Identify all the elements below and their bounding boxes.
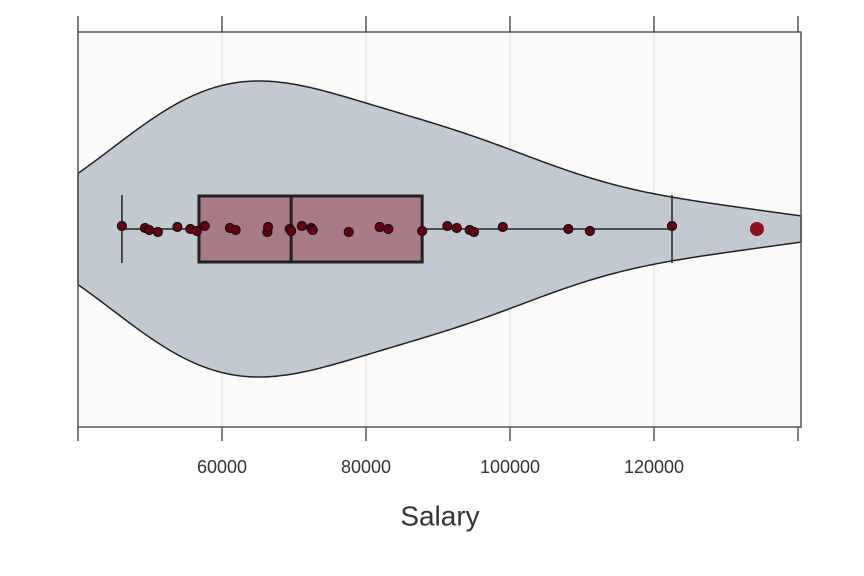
data-point — [343, 226, 354, 238]
x-tick-label: 120000 — [624, 457, 684, 477]
outlier — [749, 222, 764, 236]
data-point — [172, 221, 183, 233]
data-point — [296, 220, 308, 232]
data-point — [468, 226, 480, 238]
x-axis-label: Salary — [400, 500, 479, 531]
data-point — [374, 221, 385, 233]
data-point — [451, 222, 462, 234]
x-tick-label: 100000 — [480, 457, 540, 477]
data-point — [307, 224, 318, 236]
data-point — [116, 220, 128, 232]
x-tick-label: 60000 — [197, 457, 247, 477]
data-point — [230, 224, 241, 236]
data-point — [417, 225, 428, 237]
data-point — [144, 224, 155, 236]
x-tick-label: 80000 — [341, 457, 391, 477]
data-point — [191, 225, 202, 237]
data-point — [199, 220, 210, 232]
data-point — [152, 226, 164, 238]
data-point — [497, 221, 508, 233]
data-point — [262, 221, 274, 233]
data-point — [563, 223, 574, 235]
data-point — [666, 220, 678, 232]
plot-frame — [77, 31, 802, 428]
data-point — [286, 225, 297, 237]
data-point — [584, 225, 596, 237]
data-point — [383, 223, 394, 235]
data-point — [442, 220, 453, 232]
